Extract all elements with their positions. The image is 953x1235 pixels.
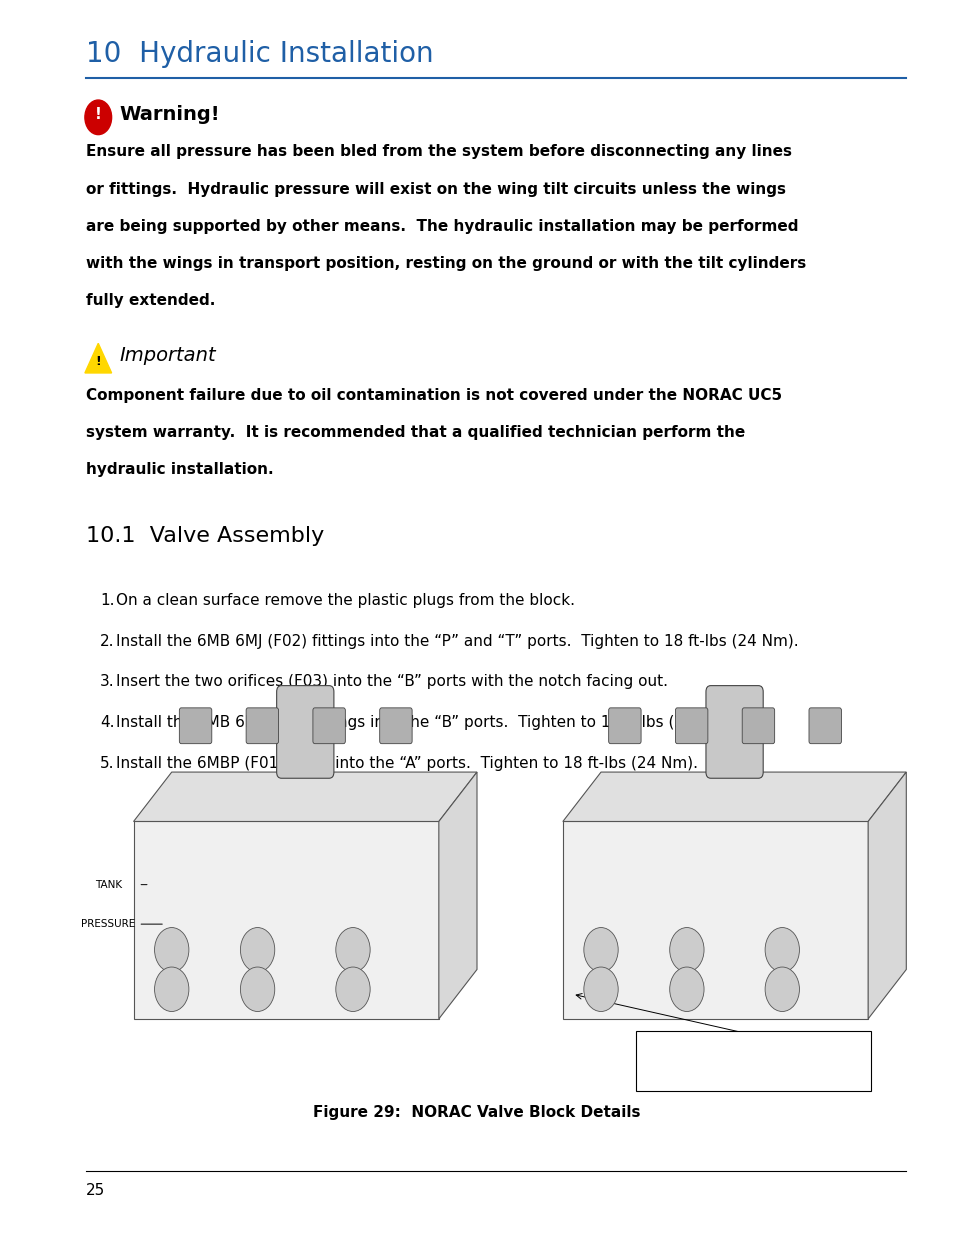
Text: 2.: 2. xyxy=(100,634,114,648)
Circle shape xyxy=(85,100,112,135)
Circle shape xyxy=(240,927,274,972)
Text: PRESSURE: PRESSURE xyxy=(81,919,135,929)
Circle shape xyxy=(583,967,618,1011)
Text: 3.: 3. xyxy=(100,674,114,689)
Text: TANK: TANK xyxy=(95,879,122,889)
Text: On a clean surface remove the plastic plugs from the block.: On a clean surface remove the plastic pl… xyxy=(116,593,575,608)
Text: NOTCH FACING OUT: NOTCH FACING OUT xyxy=(643,1065,727,1073)
Polygon shape xyxy=(438,772,476,1019)
Circle shape xyxy=(764,967,799,1011)
FancyBboxPatch shape xyxy=(562,821,867,1019)
FancyBboxPatch shape xyxy=(705,685,762,778)
Polygon shape xyxy=(867,772,905,1019)
Text: Install the 6MBP (F01) plugs into the “A” ports.  Tighten to 18 ft-lbs (24 Nm).: Install the 6MBP (F01) plugs into the “A… xyxy=(116,756,698,771)
Text: Warning!: Warning! xyxy=(119,105,219,125)
Circle shape xyxy=(240,967,274,1011)
Polygon shape xyxy=(562,772,905,821)
Text: are being supported by other means.  The hydraulic installation may be performed: are being supported by other means. The … xyxy=(86,219,798,233)
Text: Component failure due to oil contamination is not covered under the NORAC UC5: Component failure due to oil contaminati… xyxy=(86,388,781,403)
FancyBboxPatch shape xyxy=(313,708,345,743)
Circle shape xyxy=(154,927,189,972)
Polygon shape xyxy=(85,343,112,373)
Text: Install the 6MB 6MJ (F02) fittings into the “P” and “T” ports.  Tighten to 18 ft: Install the 6MB 6MJ (F02) fittings into … xyxy=(116,634,799,648)
Text: 10.1  Valve Assembly: 10.1 Valve Assembly xyxy=(86,526,324,546)
FancyBboxPatch shape xyxy=(808,708,841,743)
Text: system warranty.  It is recommended that a qualified technician perform the: system warranty. It is recommended that … xyxy=(86,425,744,440)
Text: 1.: 1. xyxy=(100,593,114,608)
Text: Ensure all pressure has been bled from the system before disconnecting any lines: Ensure all pressure has been bled from t… xyxy=(86,144,791,159)
Circle shape xyxy=(669,967,703,1011)
FancyBboxPatch shape xyxy=(741,708,774,743)
Text: 5.: 5. xyxy=(100,756,114,771)
Text: 4.: 4. xyxy=(100,715,114,730)
Text: B LINE ORIFICE: B LINE ORIFICE xyxy=(643,1046,706,1055)
Text: P: P xyxy=(882,864,889,877)
Text: Figure 29:  NORAC Valve Block Details: Figure 29: NORAC Valve Block Details xyxy=(313,1105,640,1120)
Text: 10  Hydraulic Installation: 10 Hydraulic Installation xyxy=(86,40,433,68)
Text: 25: 25 xyxy=(86,1183,105,1198)
Circle shape xyxy=(764,927,799,972)
Text: Install the 6MB 6MJ (F02) fittings into the “B” ports.  Tighten to 18 ft-lbs (24: Install the 6MB 6MJ (F02) fittings into … xyxy=(116,715,735,730)
Text: !: ! xyxy=(95,356,101,368)
Circle shape xyxy=(335,967,370,1011)
Text: Insert the two orifices (F03) into the “B” ports with the notch facing out.: Insert the two orifices (F03) into the “… xyxy=(116,674,668,689)
Circle shape xyxy=(583,927,618,972)
FancyBboxPatch shape xyxy=(608,708,640,743)
Text: !: ! xyxy=(94,107,102,122)
FancyBboxPatch shape xyxy=(379,708,412,743)
Text: Important: Important xyxy=(119,346,215,366)
Text: hydraulic installation.: hydraulic installation. xyxy=(86,462,274,477)
FancyBboxPatch shape xyxy=(179,708,212,743)
FancyBboxPatch shape xyxy=(675,708,707,743)
FancyBboxPatch shape xyxy=(276,685,334,778)
FancyBboxPatch shape xyxy=(636,1031,870,1091)
Circle shape xyxy=(669,927,703,972)
FancyBboxPatch shape xyxy=(246,708,278,743)
Text: or fittings.  Hydraulic pressure will exist on the wing tilt circuits unless the: or fittings. Hydraulic pressure will exi… xyxy=(86,182,785,196)
Circle shape xyxy=(335,927,370,972)
Circle shape xyxy=(154,967,189,1011)
Polygon shape xyxy=(133,772,476,821)
Text: with the wings in transport position, resting on the ground or with the tilt cyl: with the wings in transport position, re… xyxy=(86,256,805,270)
FancyBboxPatch shape xyxy=(133,821,438,1019)
Text: fully extended.: fully extended. xyxy=(86,293,215,308)
